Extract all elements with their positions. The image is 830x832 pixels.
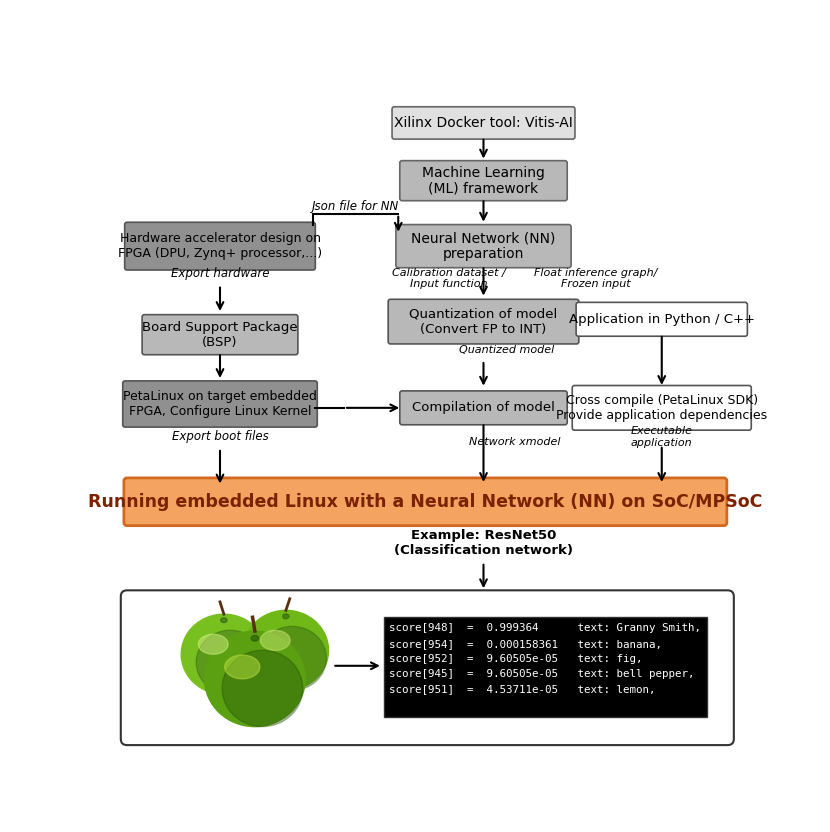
Text: Application in Python / C++: Application in Python / C++ [569, 313, 754, 326]
Text: Xilinx Docker tool: Vitis-AI: Xilinx Docker tool: Vitis-AI [394, 116, 573, 130]
Text: Compilation of model: Compilation of model [412, 401, 555, 414]
Ellipse shape [222, 651, 303, 726]
FancyBboxPatch shape [572, 385, 751, 430]
Text: Machine Learning
(ML) framework: Machine Learning (ML) framework [422, 166, 545, 196]
Text: Export hardware: Export hardware [171, 266, 269, 280]
FancyBboxPatch shape [124, 222, 315, 270]
Ellipse shape [225, 655, 260, 679]
Ellipse shape [261, 631, 290, 651]
Text: Json file for NN: Json file for NN [312, 200, 399, 213]
Ellipse shape [283, 614, 289, 619]
Ellipse shape [251, 636, 259, 641]
Ellipse shape [204, 631, 305, 726]
Text: Neural Network (NN)
preparation: Neural Network (NN) preparation [412, 231, 556, 261]
Text: Export boot files: Export boot files [172, 430, 268, 443]
Ellipse shape [243, 611, 329, 691]
FancyBboxPatch shape [124, 478, 727, 526]
Ellipse shape [198, 634, 228, 654]
FancyBboxPatch shape [392, 106, 575, 139]
Text: Board Support Package
(BSP): Board Support Package (BSP) [142, 320, 298, 349]
FancyBboxPatch shape [400, 391, 567, 425]
Ellipse shape [196, 630, 265, 694]
Text: Calibration dataset /
Input function: Calibration dataset / Input function [392, 268, 505, 290]
Text: Running embedded Linux with a Neural Network (NN) on SoC/MPSoC: Running embedded Linux with a Neural Net… [88, 493, 763, 511]
FancyBboxPatch shape [383, 617, 706, 716]
Text: PetaLinux on target embedded
FPGA, Configure Linux Kernel: PetaLinux on target embedded FPGA, Confi… [123, 390, 317, 418]
FancyBboxPatch shape [123, 381, 317, 427]
Text: Quantized model: Quantized model [459, 345, 554, 355]
Text: Executable
application: Executable application [631, 426, 693, 448]
FancyBboxPatch shape [576, 302, 747, 336]
Ellipse shape [258, 626, 326, 691]
Text: Hardware accelerator design on
FPGA (DPU, Zynq+ processor,...): Hardware accelerator design on FPGA (DPU… [118, 232, 322, 260]
FancyBboxPatch shape [388, 300, 579, 344]
FancyBboxPatch shape [121, 591, 734, 745]
Text: score[948]  =  0.999364      text: Granny Smith,
score[954]  =  0.000158361   te: score[948] = 0.999364 text: Granny Smith… [389, 623, 701, 694]
Text: Example: ResNet50
(Classification network): Example: ResNet50 (Classification networ… [394, 528, 573, 557]
FancyBboxPatch shape [142, 314, 298, 354]
Text: Quantization of model
(Convert FP to INT): Quantization of model (Convert FP to INT… [409, 308, 558, 335]
Ellipse shape [181, 614, 266, 694]
Ellipse shape [221, 618, 227, 622]
FancyBboxPatch shape [400, 161, 567, 201]
Text: Cross compile (PetaLinux SDK)
Provide application dependencies: Cross compile (PetaLinux SDK) Provide ap… [556, 394, 767, 422]
Text: Network xmodel: Network xmodel [469, 438, 560, 448]
FancyBboxPatch shape [396, 225, 571, 268]
Text: Float inference graph/
Frozen input: Float inference graph/ Frozen input [535, 268, 657, 290]
